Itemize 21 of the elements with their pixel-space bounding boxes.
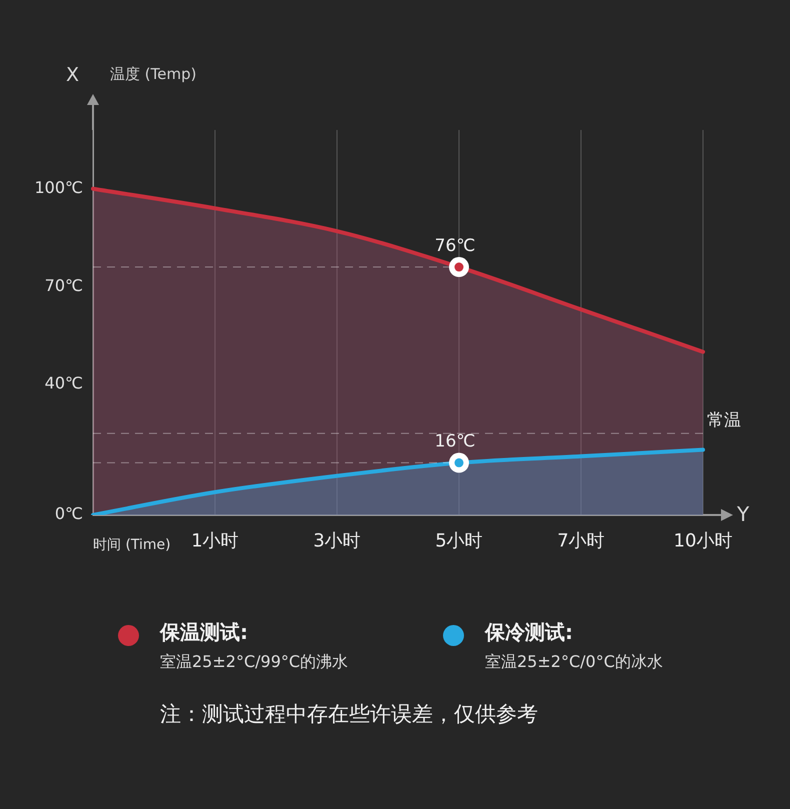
text: 室温25±2°C/99°C的沸水 <box>160 652 348 672</box>
ref-line-label: 常温 <box>707 410 741 430</box>
x-tick-label: 1小时 <box>191 530 239 552</box>
x-tick-label: 3小时 <box>313 530 361 552</box>
y-tick-label: 0℃ <box>54 504 83 524</box>
x-tick-label: 10小时 <box>674 530 732 552</box>
x-axis-title: 时间 (Time) <box>93 537 171 554</box>
legend-label: 保冷测试: <box>485 620 573 644</box>
text: 室温25±2°C/0°C的冰水 <box>485 652 663 672</box>
y-axis-title: 温度 (Temp) <box>110 65 196 83</box>
y-tick-label: 100℃ <box>34 178 83 197</box>
text: X <box>66 64 80 87</box>
annotation: 16℃ <box>434 432 476 452</box>
legend-label: 保温测试: <box>160 620 248 644</box>
y-tick-label: 70℃ <box>44 276 83 295</box>
text: Y <box>737 502 750 526</box>
y-tick-label: 40℃ <box>44 374 83 393</box>
x-tick-label: 7小时 <box>557 530 605 552</box>
text: 注：测试过程中存在些许误差，仅供参考 <box>160 702 538 728</box>
annotation: 76℃ <box>434 236 476 256</box>
x-tick-label: 5小时 <box>435 530 483 552</box>
